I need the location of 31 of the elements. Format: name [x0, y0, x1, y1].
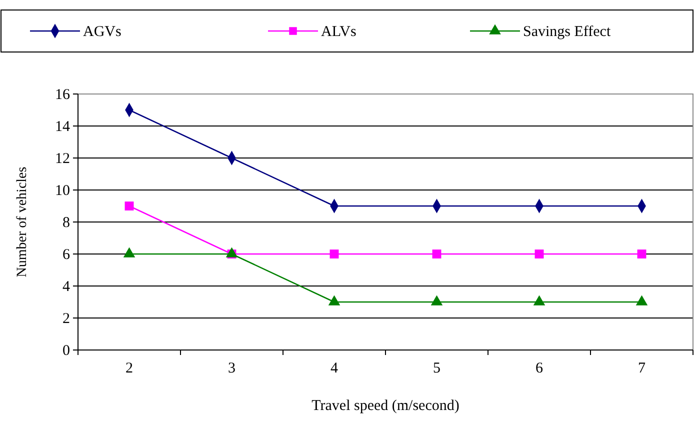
point — [226, 247, 238, 258]
point — [637, 250, 646, 258]
point — [330, 250, 339, 258]
x-axis-title: Travel speed (m/second) — [312, 398, 460, 414]
point — [124, 202, 134, 210]
point — [430, 295, 443, 306]
x-tick-label: 6 — [536, 360, 544, 377]
point — [432, 250, 442, 258]
y-tick-label: 12 — [55, 150, 70, 167]
legend-label: AGVs — [83, 24, 122, 40]
point — [533, 295, 546, 306]
point — [328, 295, 340, 306]
legend-label: ALVs — [321, 24, 356, 40]
x-tick-label: 3 — [228, 360, 236, 377]
x-tick-label: 7 — [638, 360, 646, 377]
point — [534, 250, 544, 258]
y-tick-label: 6 — [62, 246, 70, 263]
legend-label: Savings Effect — [523, 24, 612, 40]
y-tick-label: 4 — [62, 278, 70, 295]
y-tick-label: 16 — [55, 86, 70, 103]
y-axis-title: Number of vehicles — [15, 166, 30, 278]
y-tick-label: 0 — [62, 342, 70, 359]
x-tick-label: 5 — [433, 360, 440, 377]
x-tick-label: 4 — [330, 360, 338, 377]
point — [636, 295, 648, 306]
point — [123, 247, 136, 258]
y-tick-label: 14 — [55, 118, 70, 135]
y-tick-label: 10 — [55, 182, 70, 199]
x-tick-label: 2 — [126, 360, 133, 377]
y-tick-label: 8 — [62, 214, 70, 231]
y-tick-label: 2 — [62, 310, 70, 327]
